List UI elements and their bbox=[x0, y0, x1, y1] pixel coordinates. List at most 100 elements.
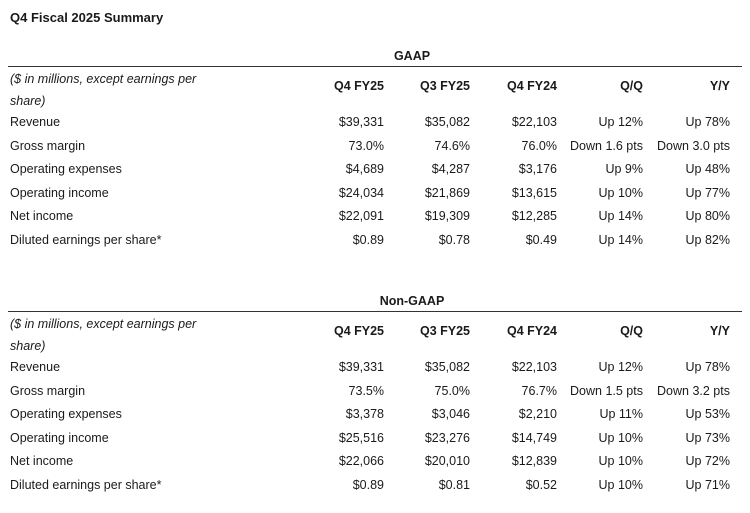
table-cell: $4,689 bbox=[345, 162, 384, 176]
row-label: Gross margin bbox=[10, 138, 86, 153]
table-cell: $2,210 bbox=[518, 407, 557, 421]
table-cell: Down 1.6 pts bbox=[570, 138, 643, 153]
table-cell: $19,309 bbox=[424, 209, 470, 223]
table-row: Diluted earnings per share* $0.89 $0.81 $0.… bbox=[8, 474, 742, 498]
table-cell: Up 80% bbox=[685, 209, 730, 223]
table-cell: Up 14% bbox=[598, 232, 643, 247]
table-cell: Up 77% bbox=[685, 185, 730, 200]
table-cell: $20,010 bbox=[424, 454, 470, 468]
table-cell: $35,082 bbox=[424, 360, 470, 374]
table-cell: $22,091 bbox=[338, 209, 384, 223]
gaap-section-header: GAAP bbox=[8, 47, 742, 67]
table-cell: $24,034 bbox=[338, 185, 384, 200]
row-label: Gross margin bbox=[10, 383, 86, 398]
row-label: Net income bbox=[10, 209, 74, 223]
table-cell: $39,331 bbox=[338, 115, 384, 129]
nongaap-col-q4fy24: Q4 FY24 bbox=[506, 324, 557, 338]
gaap-col-q3fy25: Q3 FY25 bbox=[419, 79, 470, 93]
row-label: Operating income bbox=[10, 430, 109, 445]
nongaap-units-note: ($ in millions, except earnings per shar… bbox=[10, 317, 197, 353]
table-cell: $12,839 bbox=[511, 454, 557, 468]
gaap-units-note: ($ in millions, except earnings per shar… bbox=[10, 72, 197, 108]
table-cell: Up 9% bbox=[605, 162, 643, 176]
nongaap-table: Non-GAAP ($ in millions, except earnings… bbox=[8, 292, 742, 497]
table-cell: 76.0% bbox=[521, 138, 557, 153]
table-cell: $0.89 bbox=[352, 477, 384, 492]
table-cell: $14,749 bbox=[511, 430, 557, 445]
table-cell: $0.78 bbox=[438, 232, 470, 247]
table-cell: Down 3.0 pts bbox=[657, 138, 730, 153]
table-cell: Up 14% bbox=[598, 209, 643, 223]
table-cell: Up 11% bbox=[599, 407, 643, 421]
table-cell: $13,615 bbox=[511, 185, 557, 200]
nongaap-col-qq: Q/Q bbox=[620, 324, 643, 338]
table-row: Diluted earnings per share* $0.89 $0.78 $0.… bbox=[8, 229, 742, 253]
table-cell: $4,287 bbox=[431, 162, 470, 176]
table-cell: $25,516 bbox=[338, 430, 384, 445]
nongaap-column-header-row: ($ in millions, except earnings per shar… bbox=[8, 312, 742, 356]
table-row: Operating income $25,516 $23,276 $14,749 Up … bbox=[8, 427, 742, 451]
table-row: Operating expenses $3,378 $3,046 $2,210 Up 1… bbox=[8, 403, 742, 427]
table-cell: Up 53% bbox=[685, 407, 730, 421]
table-cell: $3,046 bbox=[431, 407, 470, 421]
table-cell: $3,378 bbox=[345, 407, 384, 421]
gaap-table: GAAP ($ in millions, except earnings per… bbox=[8, 47, 742, 252]
table-cell: $35,082 bbox=[424, 115, 470, 129]
table-cell: Up 72% bbox=[685, 454, 730, 468]
table-row: Net income $22,066 $20,010 $12,839 Up 10% Up … bbox=[8, 450, 742, 474]
nongaap-col-q3fy25: Q3 FY25 bbox=[419, 324, 470, 338]
table-cell: Up 78% bbox=[685, 360, 730, 374]
table-cell: Up 12% bbox=[598, 115, 643, 129]
page-title: Q4 Fiscal 2025 Summary bbox=[10, 10, 164, 25]
row-label: Revenue bbox=[10, 115, 61, 129]
table-cell: Up 82% bbox=[685, 232, 730, 247]
table-cell: 73.5% bbox=[348, 383, 384, 398]
table-cell: $0.81 bbox=[438, 477, 470, 492]
table-cell: $0.52 bbox=[525, 477, 557, 492]
table-cell: $12,285 bbox=[511, 209, 557, 223]
table-cell: Up 73% bbox=[685, 430, 730, 445]
row-label: Operating expenses bbox=[10, 162, 122, 176]
row-label: Diluted earnings per share* bbox=[10, 232, 162, 247]
table-cell: Up 10% bbox=[598, 185, 643, 200]
nongaap-section-header: Non-GAAP bbox=[8, 292, 742, 312]
table-cell: Up 10% bbox=[598, 430, 643, 445]
table-cell: Up 71% bbox=[685, 477, 730, 492]
nongaap-col-yy: Y/Y bbox=[709, 324, 730, 338]
table-cell: Up 48% bbox=[685, 162, 730, 176]
row-label: Net income bbox=[10, 454, 74, 468]
nongaap-heading: Non-GAAP bbox=[379, 294, 445, 308]
row-label: Diluted earnings per share* bbox=[10, 477, 162, 492]
gaap-col-q4fy24: Q4 FY24 bbox=[506, 79, 557, 93]
table-cell: 76.7% bbox=[521, 383, 557, 398]
table-cell: $22,103 bbox=[511, 115, 557, 129]
table-row: Gross margin 73.0% 74.6% 76.0% Down 1.6 pts D… bbox=[8, 135, 742, 159]
nongaap-col-q4fy25: Q4 FY25 bbox=[333, 324, 384, 338]
gaap-column-header-row: ($ in millions, except earnings per shar… bbox=[8, 67, 742, 111]
table-cell: Up 10% bbox=[598, 477, 643, 492]
table-cell: Down 1.5 pts bbox=[570, 383, 643, 398]
table-cell: 75.0% bbox=[434, 383, 470, 398]
table-cell: $0.89 bbox=[352, 232, 384, 247]
table-row: Revenue $39,331 $35,082 $22,103 Up 12% Up 78% bbox=[8, 111, 742, 135]
table-cell: $22,103 bbox=[511, 360, 557, 374]
table-cell: $0.49 bbox=[525, 232, 557, 247]
table-cell: 74.6% bbox=[434, 138, 470, 153]
table-cell: Down 3.2 pts bbox=[657, 383, 730, 398]
row-label: Operating expenses bbox=[10, 407, 122, 421]
table-cell: $3,176 bbox=[518, 162, 557, 176]
table-row: Net income $22,091 $19,309 $12,285 Up 14% Up … bbox=[8, 205, 742, 229]
table-row: Gross margin 73.5% 75.0% 76.7% Down 1.5 pts D… bbox=[8, 380, 742, 404]
table-cell: $39,331 bbox=[338, 360, 384, 374]
table-cell: $23,276 bbox=[424, 430, 470, 445]
row-label: Operating income bbox=[10, 185, 109, 200]
table-cell: Up 10% bbox=[598, 454, 643, 468]
gaap-rows: Revenue $39,331 $35,082 $22,103 Up 12% Up 78%… bbox=[8, 111, 742, 252]
table-row: Revenue $39,331 $35,082 $22,103 Up 12% Up 78% bbox=[8, 356, 742, 380]
table-cell: Up 78% bbox=[685, 115, 730, 129]
gaap-col-yy: Y/Y bbox=[709, 79, 730, 93]
gaap-col-q4fy25: Q4 FY25 bbox=[333, 79, 384, 93]
table-cell: 73.0% bbox=[348, 138, 384, 153]
table-row: Operating expenses $4,689 $4,287 $3,176 Up 9… bbox=[8, 158, 742, 182]
table-row: Operating income $24,034 $21,869 $13,615 Up … bbox=[8, 182, 742, 206]
